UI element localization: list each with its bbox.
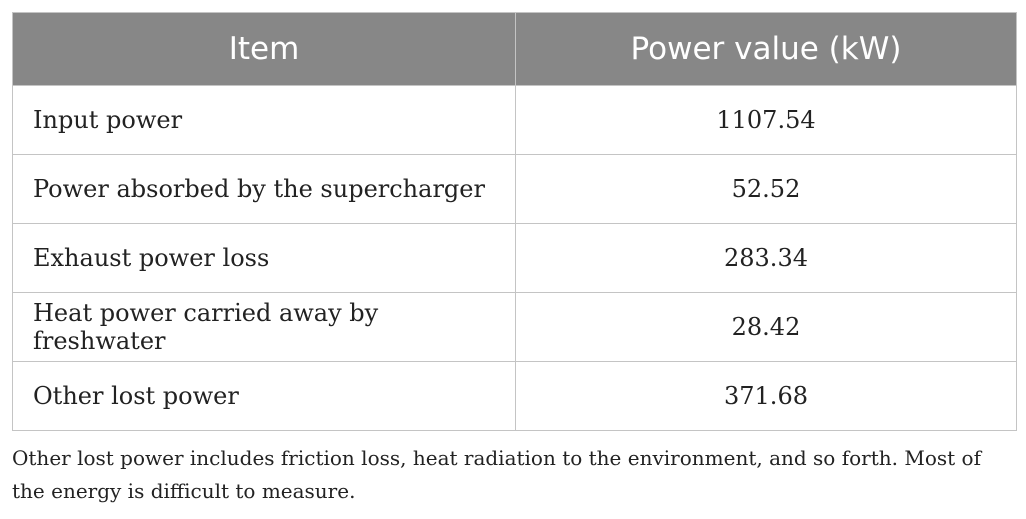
row-item-label: Exhaust power loss	[12, 223, 516, 293]
table-footnote: Other lost power includes friction loss,…	[12, 446, 981, 503]
row-power-value: 52.52	[515, 154, 1017, 224]
power-table-container: Item Power value (kW) Input power 1107.5…	[12, 12, 1017, 431]
row-item-label: Power absorbed by the supercharger	[12, 154, 516, 224]
table-row: Power absorbed by the supercharger 52.52	[12, 154, 1017, 224]
row-power-value: 1107.54	[515, 85, 1017, 155]
row-power-value: 28.42	[515, 292, 1017, 362]
table-row: Exhaust power loss 283.34	[12, 223, 1017, 293]
row-item-label: Other lost power	[12, 361, 516, 431]
row-item-label: Heat power carried away by freshwater	[12, 292, 516, 362]
table-row: Input power 1107.54	[12, 85, 1017, 155]
row-item-label: Input power	[12, 85, 516, 155]
table-row: Other lost power 371.68	[12, 361, 1017, 431]
row-power-value: 371.68	[515, 361, 1017, 431]
table-row: Heat power carried away by freshwater 28…	[12, 292, 1017, 362]
header-item: Item	[12, 12, 516, 86]
header-power-value: Power value (kW)	[515, 12, 1017, 86]
row-power-value: 283.34	[515, 223, 1017, 293]
power-balance-table: Item Power value (kW) Input power 1107.5…	[12, 12, 1017, 431]
table-header-row: Item Power value (kW)	[12, 12, 1017, 86]
